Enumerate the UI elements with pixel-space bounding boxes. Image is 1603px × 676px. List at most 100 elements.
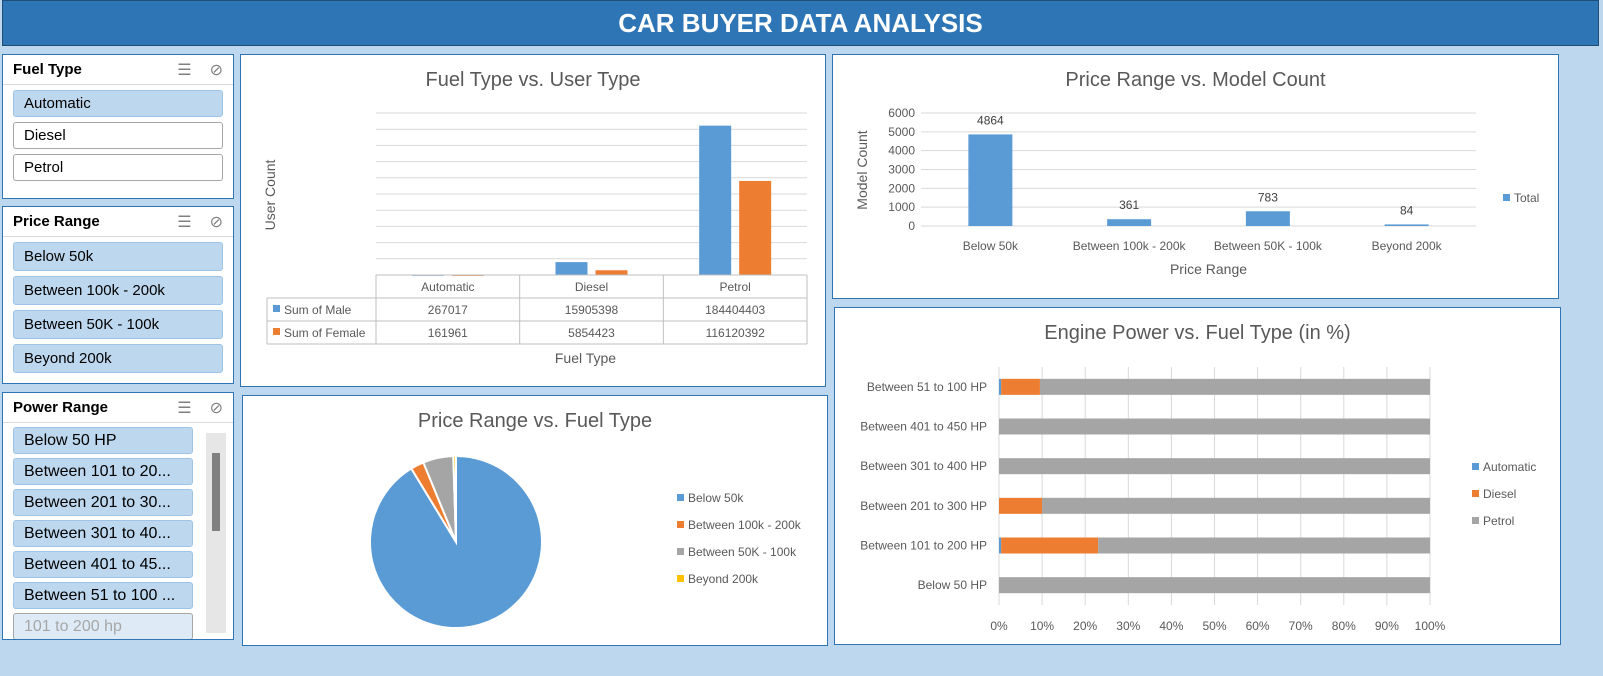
- bar: [699, 125, 732, 275]
- clear-filter-icon[interactable]: ⊘: [209, 213, 223, 231]
- tick-label: 80%: [1332, 619, 1356, 633]
- slicer-item[interactable]: Between 401 to 45...: [13, 551, 193, 578]
- clear-filter-icon[interactable]: ⊘: [209, 399, 223, 417]
- slicer-price-range: Price Range ☰ ⊘ Below 50k Between 100k - 2…: [2, 206, 234, 384]
- slicer-item[interactable]: 101 to 200 hp: [13, 613, 193, 639]
- slicer-item[interactable]: Petrol: [13, 154, 223, 181]
- bar: [1001, 537, 1099, 554]
- tick-label: 90%: [1375, 619, 1399, 633]
- tick-label: 70%: [1289, 619, 1313, 633]
- y-axis-label: User Count: [262, 159, 278, 230]
- bar: [595, 270, 628, 275]
- slicer-item[interactable]: Between 100k - 200k: [13, 276, 223, 305]
- slicer-title: Price Range: [13, 213, 100, 230]
- legend-swatch: [273, 305, 280, 312]
- bar: [999, 418, 1430, 435]
- legend-label: Between 50K - 100k: [688, 545, 797, 559]
- tick-label: Between 301 to 400 HP: [860, 459, 987, 473]
- tick-label: Petrol: [719, 280, 750, 294]
- legend-label: Diesel: [1483, 487, 1516, 501]
- chart-price-vs-model: Price Range vs. Model Count 0 1000 2000 300…: [832, 54, 1559, 299]
- slicer-title: Fuel Type: [13, 61, 82, 78]
- legend-swatch: [1472, 490, 1479, 497]
- data-label: 361: [1119, 198, 1139, 212]
- legend-swatch: [677, 575, 684, 582]
- tick-label: 0%: [990, 619, 1008, 633]
- slicer-item[interactable]: Below 50 HP: [13, 427, 193, 454]
- legend-swatch: [273, 328, 280, 335]
- bar: [999, 577, 1430, 594]
- dashboard-title: CAR BUYER DATA ANALYSIS: [2, 0, 1599, 46]
- data-label: 4864: [977, 113, 1004, 127]
- bar: [1039, 378, 1430, 395]
- multi-select-icon[interactable]: ☰: [177, 399, 192, 417]
- slicer-item[interactable]: Between 201 to 30...: [13, 489, 193, 516]
- tick-label: 4000: [888, 144, 915, 158]
- bar: [739, 180, 772, 275]
- data-label: 5854423: [568, 326, 615, 340]
- slicer-item[interactable]: Diesel: [13, 122, 223, 149]
- tick-label: Diesel: [575, 280, 608, 294]
- tick-label: Between 100k - 200k: [1073, 239, 1187, 253]
- chart-title: Fuel Type vs. User Type: [425, 69, 641, 91]
- slicer-item[interactable]: Below 50k: [13, 242, 223, 271]
- data-label: 15905398: [565, 303, 619, 317]
- bar: [1098, 537, 1430, 554]
- tick-label: 1000: [888, 200, 915, 214]
- chart-title: Engine Power vs. Fuel Type (in %): [1044, 322, 1351, 344]
- tick-label: 60%: [1246, 619, 1270, 633]
- tick-label: Below 50 HP: [918, 578, 987, 592]
- tick-label: Between 101 to 200 HP: [860, 539, 987, 553]
- tick-label: 6000: [888, 106, 915, 120]
- tick-label: 40%: [1159, 619, 1183, 633]
- bar: [1042, 497, 1430, 514]
- slicer-item[interactable]: Automatic: [13, 90, 223, 117]
- data-label: 184404403: [705, 303, 765, 317]
- tick-label: Between 51 to 100 HP: [867, 380, 987, 394]
- legend-label: Between 100k - 200k: [688, 518, 802, 532]
- data-label: 116120392: [706, 326, 766, 340]
- legend-swatch: [677, 494, 684, 501]
- chart-price-vs-fuel: Price Range vs. Fuel Type Below 50k Betwe…: [242, 395, 828, 646]
- slicer-power-range: Power Range ☰ ⊘ Below 50 HP Between 101 to…: [2, 392, 234, 640]
- tick-label: 30%: [1116, 619, 1140, 633]
- bar: [999, 537, 1002, 554]
- slicer-item[interactable]: Between 301 to 40...: [13, 520, 193, 547]
- slicer-item[interactable]: Between 51 to 100 ...: [13, 582, 193, 609]
- multi-select-icon[interactable]: ☰: [177, 61, 192, 79]
- bar: [999, 378, 1002, 395]
- tick-label: 100%: [1415, 619, 1446, 633]
- data-label: 161961: [428, 326, 468, 340]
- legend-swatch: [1472, 463, 1479, 470]
- clear-filter-icon[interactable]: ⊘: [209, 61, 223, 79]
- tick-label: Between 50K - 100k: [1214, 239, 1323, 253]
- tick-label: Between 401 to 450 HP: [860, 420, 987, 434]
- chart-title: Price Range vs. Fuel Type: [417, 410, 653, 432]
- legend-label: Total: [1514, 191, 1539, 205]
- slicer-item[interactable]: Beyond 200k: [13, 344, 223, 373]
- legend-swatch: [677, 521, 684, 528]
- tick-label: 50%: [1202, 619, 1226, 633]
- legend-swatch: [1503, 194, 1510, 201]
- bar: [1384, 224, 1429, 226]
- legend-label: Petrol: [1483, 514, 1514, 528]
- slicer-item[interactable]: Between 101 to 20...: [13, 458, 193, 485]
- pie-slice: [452, 454, 457, 543]
- legend-label: Automatic: [1483, 460, 1536, 474]
- chart-fuel-vs-user: Fuel Type vs. User Type Automatic Diesel P…: [240, 54, 826, 387]
- legend-label: Sum of Male: [284, 303, 352, 317]
- slicer-fuel-type: Fuel Type ☰ ⊘ Automatic Diesel Petrol: [2, 54, 234, 199]
- slicer-item[interactable]: Between 50K - 100k: [13, 310, 223, 339]
- scrollbar[interactable]: [206, 433, 226, 633]
- bar: [999, 458, 1430, 475]
- scrollbar-thumb[interactable]: [212, 453, 220, 531]
- tick-label: 5000: [888, 125, 915, 139]
- bar: [1107, 219, 1152, 226]
- bar: [968, 134, 1013, 226]
- data-label: 267017: [428, 303, 468, 317]
- multi-select-icon[interactable]: ☰: [177, 213, 192, 231]
- legend-label: Beyond 200k: [688, 572, 759, 586]
- chart-title: Price Range vs. Model Count: [1065, 69, 1326, 91]
- bar: [1001, 378, 1040, 395]
- legend-swatch: [1472, 517, 1479, 524]
